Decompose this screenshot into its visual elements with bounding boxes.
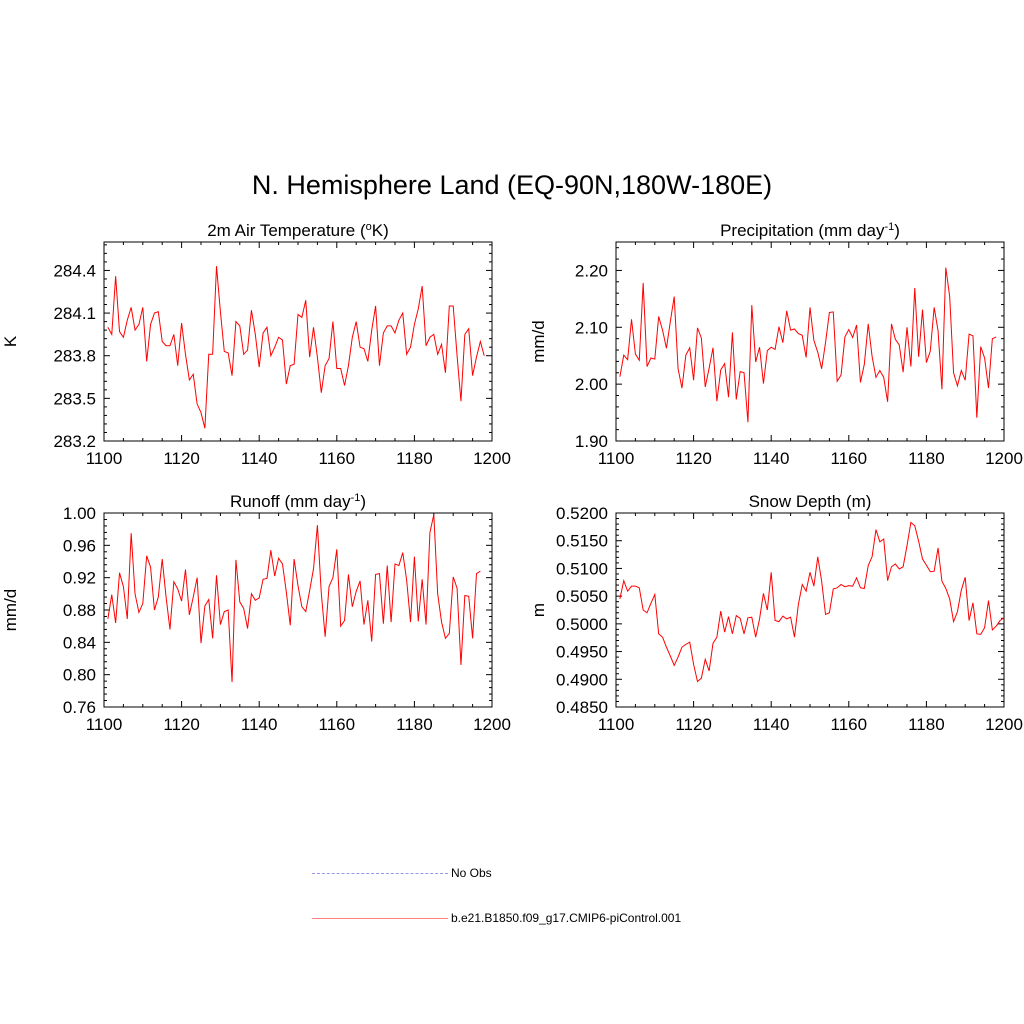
y-tick-label: 0.4900	[556, 670, 608, 689]
x-tick-label: 1200	[473, 449, 511, 468]
x-tick-label: 1120	[675, 449, 712, 468]
x-tick-label: 1140	[241, 715, 278, 734]
chart-temperature: 1100 1120 1140 1160 1180 1200 283.2 283.5 283.8 2…	[1, 221, 511, 468]
y-tick-label: 0.5200	[556, 504, 608, 523]
subplot-title: Precipitation (mm day-1)	[720, 221, 900, 240]
y-tick-label: 0.5000	[556, 615, 608, 634]
legend-label: No Obs	[451, 866, 492, 880]
y-tick-label: 0.4850	[556, 698, 608, 717]
y-tick-label: 284.4	[53, 261, 96, 280]
y-axis-label: m	[529, 603, 548, 617]
chart-precipitation: 1100 1120 1140 1160 1180 1200 1.90 2.00 2.10 2.20…	[529, 221, 1023, 468]
series-line	[619, 267, 997, 423]
y-tick-label: 0.80	[63, 666, 96, 685]
y-tick-label: 0.96	[63, 536, 96, 555]
x-tick-label: 1100	[598, 449, 635, 468]
y-tick-label: 0.76	[63, 698, 96, 717]
y-tick-label: 0.5100	[556, 559, 608, 578]
x-tick-label: 1160	[319, 449, 356, 468]
legend-label: b.e21.B1850.f09_g17.CMIP6-piControl.001	[451, 911, 682, 925]
x-tick-label: 1120	[163, 449, 200, 468]
y-tick-label: 283.2	[53, 432, 96, 451]
y-tick-label: 0.5050	[556, 587, 608, 606]
y-tick-label: 1.90	[575, 432, 608, 451]
y-tick-label: 284.1	[53, 304, 96, 323]
x-tick-label: 1140	[753, 449, 790, 468]
x-tick-label: 1100	[86, 715, 123, 734]
y-tick-label: 0.92	[63, 569, 96, 588]
y-tick-label: 0.84	[63, 633, 96, 652]
x-tick-label: 1160	[831, 715, 868, 734]
x-tick-label: 1200	[985, 715, 1023, 734]
subplot-title: Runoff (mm day-1)	[230, 492, 366, 511]
series-line	[619, 521, 1005, 683]
y-tick-label: 0.5150	[556, 532, 608, 551]
y-tick-label: 2.10	[575, 318, 608, 337]
y-axis-label: mm/d	[1, 589, 20, 632]
x-tick-label: 1120	[163, 715, 200, 734]
subplot-title: 2m Air Temperature (oK)	[207, 221, 389, 240]
x-tick-label: 1160	[831, 449, 868, 468]
x-tick-label: 1180	[908, 449, 945, 468]
y-axis-label: mm/d	[529, 320, 548, 363]
x-tick-label: 1180	[396, 715, 433, 734]
series-line	[107, 514, 481, 682]
legend-item-no-obs: No Obs	[312, 862, 912, 886]
plot-frame	[615, 512, 1005, 708]
x-tick-label: 1100	[86, 449, 123, 468]
plot-frame	[103, 512, 493, 708]
x-tick-label: 1200	[473, 715, 511, 734]
y-tick-label: 2.00	[575, 375, 608, 394]
series-line	[107, 266, 485, 429]
y-tick-label: 283.8	[53, 347, 96, 366]
x-tick-label: 1180	[908, 715, 945, 734]
x-tick-label: 1140	[753, 715, 790, 734]
legend-swatch-dashed	[312, 873, 448, 874]
x-tick-label: 1180	[396, 449, 433, 468]
y-tick-label: 1.00	[63, 504, 96, 523]
x-tick-label: 1120	[675, 715, 712, 734]
subplot-title: Snow Depth (m)	[749, 492, 872, 511]
y-axis-label: K	[1, 335, 20, 347]
legend-item-run: b.e21.B1850.f09_g17.CMIP6-piControl.001	[312, 907, 912, 931]
x-tick-label: 1200	[985, 449, 1023, 468]
x-tick-label: 1140	[241, 449, 278, 468]
chart-runoff: 1100 1120 1140 1160 1180 1200 0.76 0.80 0.84 0.88…	[1, 492, 511, 734]
legend-swatch-solid	[312, 918, 448, 919]
y-tick-label: 2.20	[575, 261, 608, 280]
x-tick-label: 1100	[598, 715, 635, 734]
y-tick-label: 283.5	[53, 389, 96, 408]
chart-snow-depth: 1100 1120 1140 1160 1180 1200 0.4850 0.4900 0.49…	[529, 492, 1023, 734]
x-tick-label: 1160	[319, 715, 356, 734]
y-tick-label: 0.4950	[556, 643, 608, 662]
y-tick-label: 0.88	[63, 601, 96, 620]
page-title: N. Hemisphere Land (EQ-90N,180W-180E)	[251, 170, 773, 200]
